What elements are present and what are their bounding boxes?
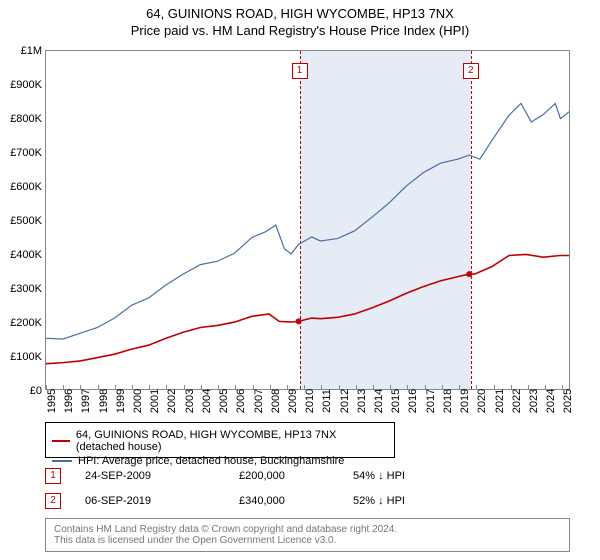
series-property_price — [46, 254, 569, 363]
legend-swatch — [52, 440, 70, 442]
y-axis-label: £600K — [10, 181, 46, 193]
legend: 64, GUINIONS ROAD, HIGH WYCOMBE, HP13 7N… — [45, 422, 395, 458]
y-axis-label: £800K — [10, 113, 46, 125]
transaction-badge: 2 — [45, 493, 61, 509]
footer-line2: This data is licensed under the Open Gov… — [54, 535, 561, 546]
legend-label: 64, GUINIONS ROAD, HIGH WYCOMBE, HP13 7N… — [76, 429, 388, 453]
transaction-delta: 52% ↓ HPI — [353, 495, 405, 507]
page-title-line2: Price paid vs. HM Land Registry's House … — [0, 23, 600, 38]
y-axis-label: £200K — [10, 317, 46, 329]
legend-item: 64, GUINIONS ROAD, HIGH WYCOMBE, HP13 7N… — [52, 429, 388, 453]
transaction-badge: 1 — [45, 468, 61, 484]
chart-marker — [466, 271, 472, 277]
transaction-price: £200,000 — [239, 470, 329, 482]
price-chart: £0£100K£200K£300K£400K£500K£600K£700K£80… — [45, 50, 570, 390]
footer-credits: Contains HM Land Registry data © Crown c… — [45, 518, 570, 552]
y-axis-label: £300K — [10, 283, 46, 295]
footer-line1: Contains HM Land Registry data © Crown c… — [54, 524, 561, 535]
transaction-date: 24-SEP-2009 — [85, 470, 215, 482]
chart-marker — [296, 318, 302, 324]
chart-lines — [46, 51, 569, 389]
y-axis-label: £700K — [10, 147, 46, 159]
transaction-row: 1 24-SEP-2009 £200,000 54% ↓ HPI — [45, 468, 405, 484]
y-axis-label: £900K — [10, 79, 46, 91]
legend-item: HPI: Average price, detached house, Buck… — [52, 455, 388, 467]
legend-label: HPI: Average price, detached house, Buck… — [78, 455, 344, 467]
transaction-price: £340,000 — [239, 495, 329, 507]
y-axis-label: £400K — [10, 249, 46, 261]
x-axis-label: 2025 — [550, 389, 574, 413]
transaction-row: 2 06-SEP-2019 £340,000 52% ↓ HPI — [45, 493, 405, 509]
legend-swatch — [52, 460, 72, 462]
y-axis-label: £1M — [21, 45, 46, 57]
transaction-date: 06-SEP-2019 — [85, 495, 215, 507]
y-axis-label: £500K — [10, 215, 46, 227]
series-hpi — [46, 103, 569, 339]
transaction-delta: 54% ↓ HPI — [353, 470, 405, 482]
page-title-line1: 64, GUINIONS ROAD, HIGH WYCOMBE, HP13 7N… — [0, 6, 600, 21]
y-axis-label: £100K — [10, 351, 46, 363]
